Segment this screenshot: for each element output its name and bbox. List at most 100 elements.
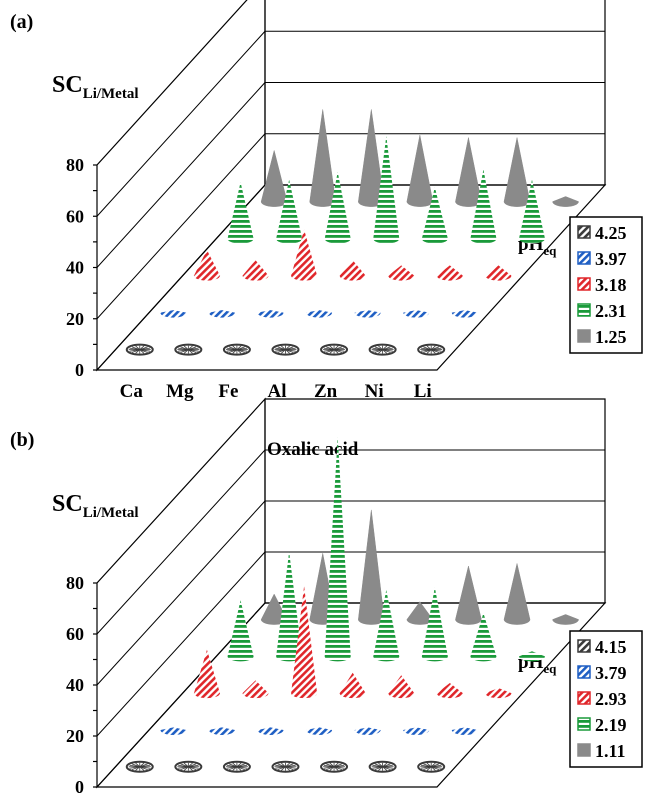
cone-mark [306,727,333,735]
legend-swatch [577,277,591,291]
gridline [96,551,266,737]
cone-mark [276,551,303,662]
cone-texture [129,347,150,352]
y-tick-label: 40 [66,675,84,695]
y-tick-label: 40 [66,258,84,278]
x-tick-label: Li [414,381,432,402]
cone-mark [242,680,269,699]
y-axis-title: SCLi/Metal [52,72,139,102]
gridline [96,30,266,217]
cone-mark [354,727,381,735]
cone-mark [503,137,531,207]
cone-mark [403,727,430,735]
plot-marks [125,109,579,356]
legend-label: 1.11 [595,741,626,761]
cone-texture [420,347,442,352]
cone-mark [485,688,512,699]
cone-texture [323,764,345,769]
cone-texture [178,347,199,352]
cone-mark [339,672,366,699]
cone-mark [291,229,318,281]
y-tick-label: 0 [75,777,84,797]
x-tick-label: Ca [120,381,144,402]
cone-mark [403,310,430,318]
legend-label: 3.79 [595,663,627,683]
y-tick-label: 20 [66,309,84,329]
cone-mark [455,137,482,207]
x-tick-label: Fe [218,381,238,402]
cone-mark [193,649,220,699]
plot-marks [125,437,579,773]
panel-label: (a) [10,11,33,33]
cone-mark [160,727,187,735]
floor [95,184,607,371]
cone-mark [406,134,434,207]
cone-mark [503,563,531,625]
y-tick-label: 80 [66,573,84,593]
cone-texture [420,764,442,769]
cone-texture [226,347,248,352]
y-tick-label: 0 [75,360,84,380]
legend-swatch [577,691,591,705]
x-tick-label: Ni [365,381,384,402]
legend-swatch [577,717,591,731]
cone-mark [227,182,254,244]
legend-swatch [577,639,591,653]
y-tick-label: 20 [66,726,84,746]
cone-mark [324,172,351,244]
cone-mark [257,310,284,318]
cone-mark [518,179,545,244]
cone-mark [358,509,385,625]
cone-texture [226,764,248,769]
cone-mark [421,587,448,662]
cone-mark [257,727,284,735]
legend-label: 3.97 [595,249,627,269]
cone-mark [309,109,336,207]
cone-mark [276,179,303,244]
x-tick-label: Al [268,381,287,402]
cone-mark [451,727,478,735]
legend: 4.25 3.97 3.18 2.31 1.25 [569,216,643,354]
cone-mark [388,675,415,699]
legend-label: 3.18 [595,275,627,295]
x-tick-label: Zn [314,381,338,402]
cone-mark [470,169,497,244]
cone-mark [306,310,333,318]
cone-mark [552,614,579,625]
legend-label: 2.31 [595,301,627,321]
cone-mark [339,260,366,281]
legend-swatch [577,303,591,317]
gridline [96,82,266,268]
cone-mark [227,600,254,662]
legend-swatch [577,743,591,757]
cone-texture [372,347,393,352]
gridline [96,133,266,320]
cone-mark [291,586,318,699]
cone-texture [129,764,150,769]
cone-mark [208,310,235,318]
gridline [96,449,266,635]
cone-mark [193,250,220,281]
y-tick-label: 60 [66,206,84,226]
y-tick-label: 60 [66,624,84,644]
cone-mark [421,187,448,244]
cone-mark [552,196,579,207]
legend-label: 2.19 [595,715,627,735]
cone-mark [388,265,415,281]
chart-frame: 0 20 40 60 80 Ca Mg Fe Al Zn Ni Li [66,0,607,402]
legend-label: 2.93 [595,689,627,709]
cone-texture [323,347,345,352]
panel-label: (b) [10,429,34,451]
x-tick-label: Mg [166,381,194,402]
cone-mark [354,310,381,318]
cone-texture [372,764,393,769]
gridline [96,500,266,686]
legend-swatch [577,665,591,679]
cone-mark [436,682,463,699]
cone-mark [373,136,400,244]
y-tick-label: 80 [66,155,84,175]
cone-mark [208,727,235,735]
